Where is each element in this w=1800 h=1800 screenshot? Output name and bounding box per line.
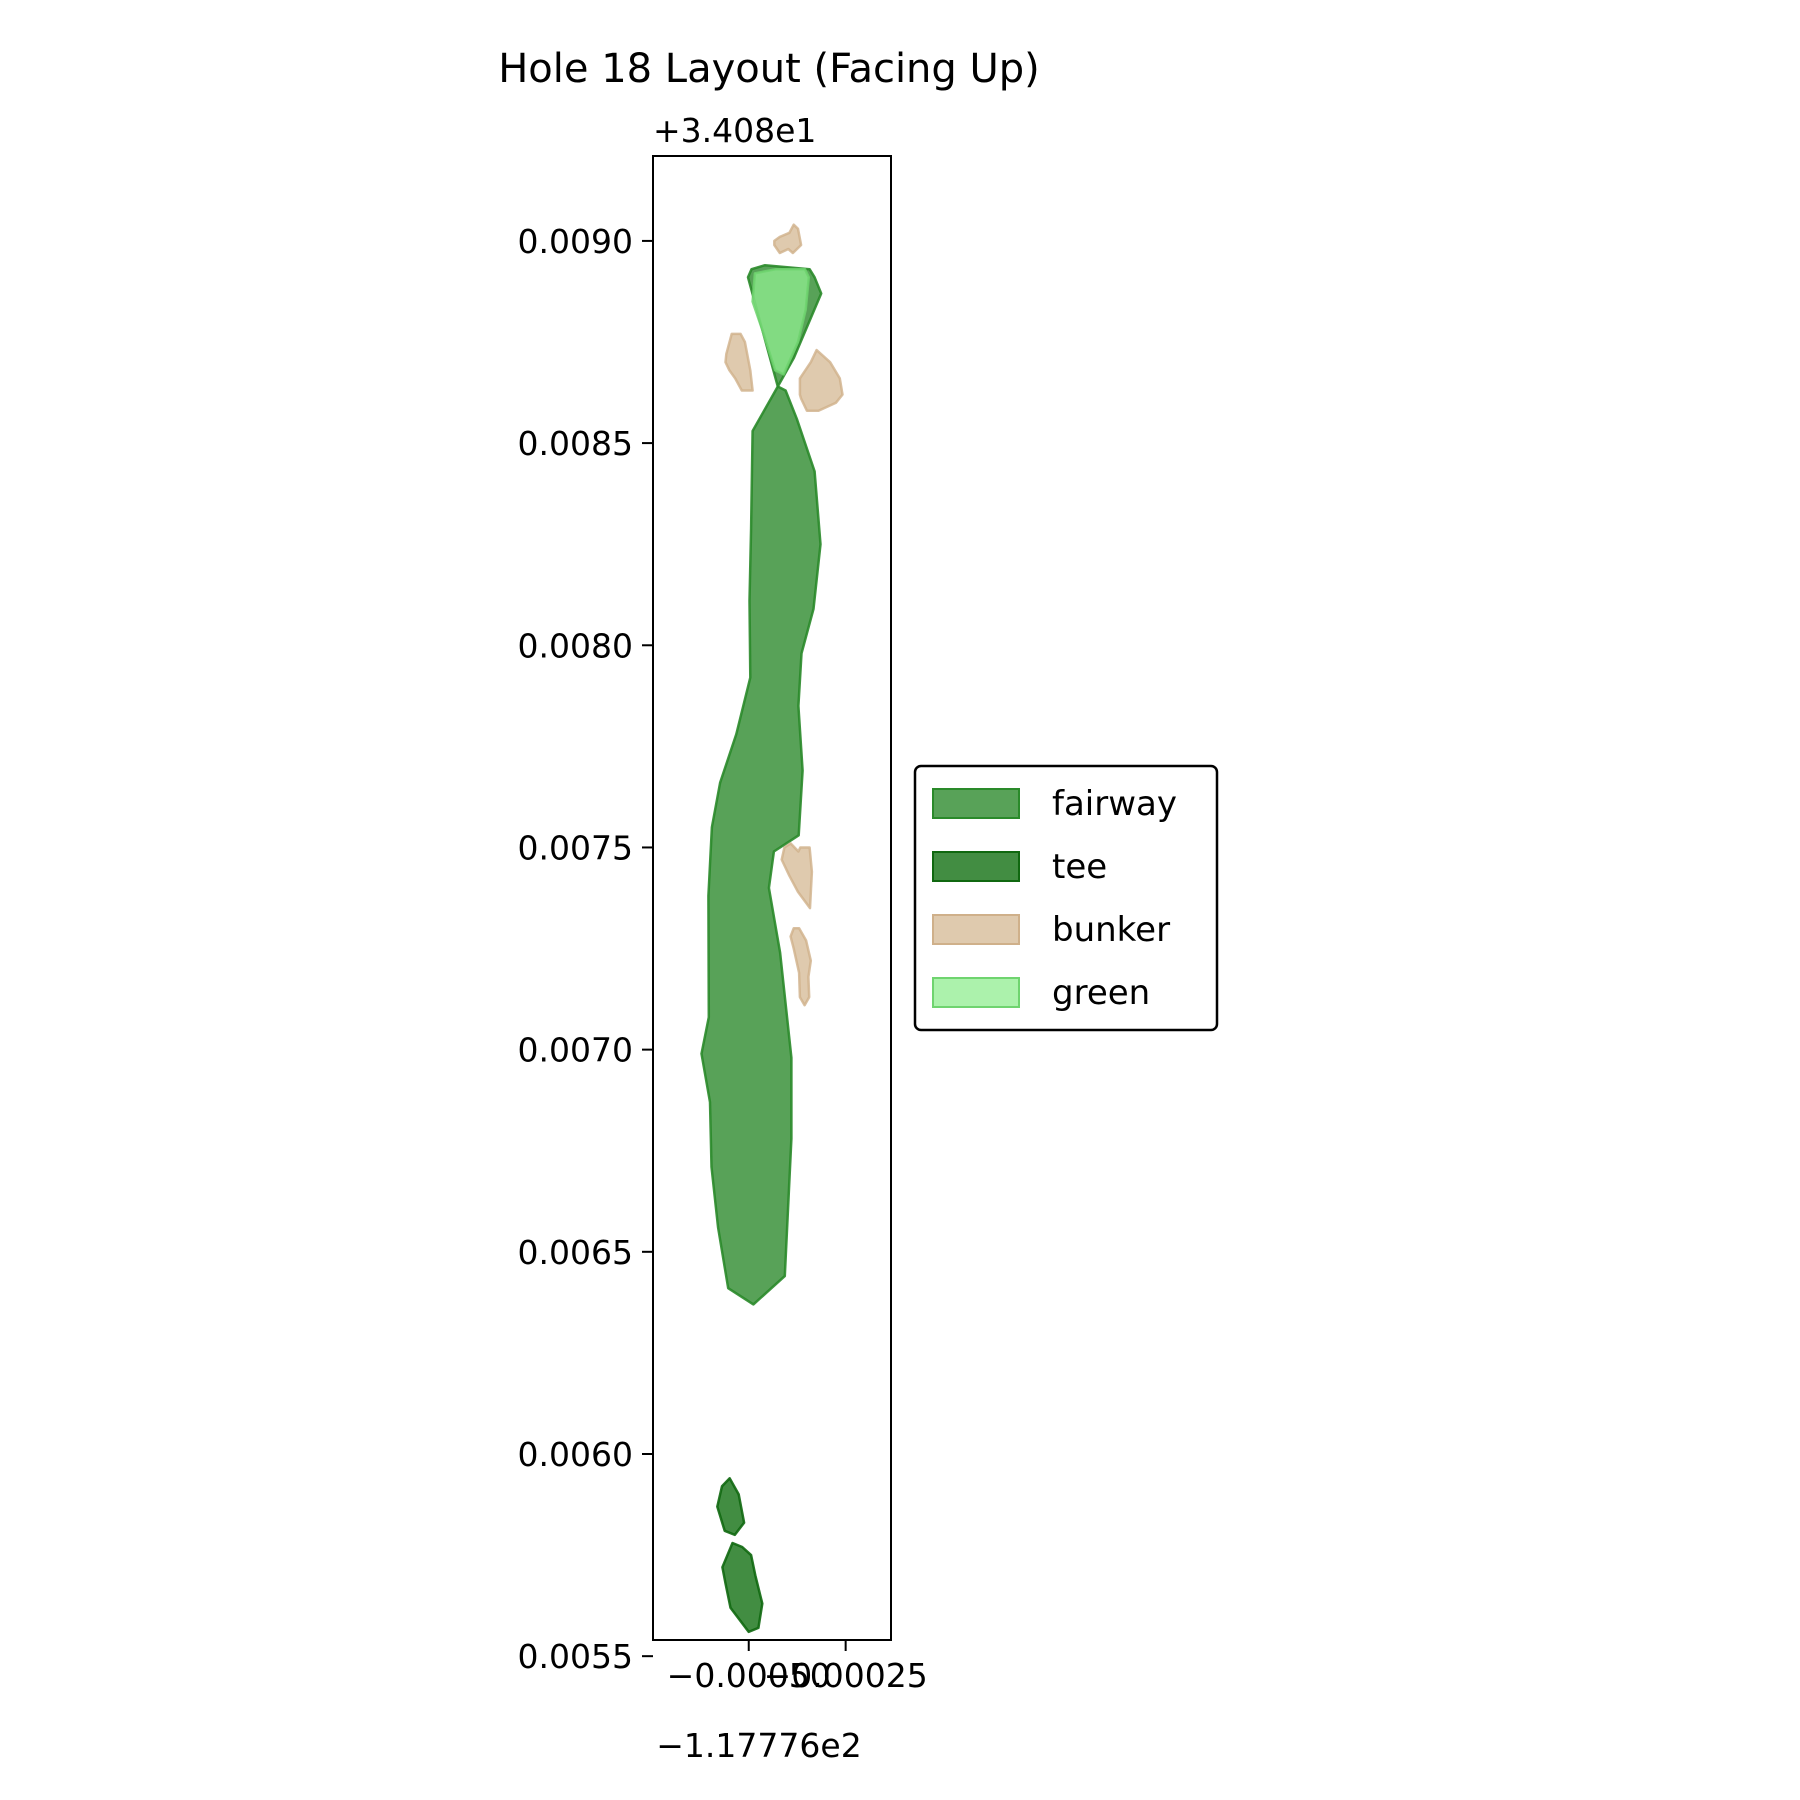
y-tick-label-6: 0.0085 (518, 424, 633, 463)
y-tick-label-3: 0.0070 (518, 1031, 633, 1070)
y-tick-label-1: 0.0060 (518, 1435, 633, 1474)
legend-frame (913, 764, 1219, 1032)
bunker-shape-4 (724, 332, 754, 392)
plot-area (652, 155, 892, 1641)
tee-shape-8 (716, 1477, 746, 1537)
legend-label-bunker: bunker (1052, 910, 1170, 950)
green-shape-2 (751, 267, 811, 376)
x-axis: −0.00050−0.00025 (667, 1640, 928, 1695)
plot-frame (652, 155, 892, 1641)
legend-items: fairway tee bunker green (932, 784, 1177, 1013)
chart-title: Hole 18 Layout (Facing Up) (498, 46, 1040, 92)
bunker-shape-6 (780, 842, 814, 910)
plot-background (653, 156, 891, 1640)
fairway-shape-0 (700, 385, 822, 1306)
legend-label-green: green (1052, 973, 1150, 1013)
legend-swatch-fairway (932, 788, 1020, 819)
tee-shape-9 (721, 1541, 764, 1634)
y-tick-label-5: 0.0080 (518, 626, 633, 665)
legend-swatch-bunker (932, 914, 1020, 945)
legend: fairway tee bunker green (913, 764, 1219, 1032)
x-axis-offset-label: −1.17776e2 (656, 1726, 861, 1765)
y-tick-label-2: 0.0065 (518, 1233, 633, 1272)
y-tick-label-4: 0.0075 (518, 828, 633, 867)
legend-label-tee: tee (1052, 847, 1107, 887)
course-shapes (700, 223, 844, 1634)
legend-swatch-tee (932, 851, 1020, 882)
y-axis-offset-label: +3.408e1 (653, 111, 816, 150)
bunker-shape-7 (789, 927, 813, 1007)
y-axis: 0.0055 0.0060 0.0065 0.0070 0.0075 0.0080 0.00… (518, 222, 653, 1676)
bunker-shape-3 (773, 223, 803, 255)
x-tick-label-1: −0.00025 (764, 1656, 928, 1695)
x-tick-label-0: −0.00050 (667, 1656, 831, 1695)
legend-label-fairway: fairway (1052, 784, 1177, 824)
legend-swatch-green (932, 977, 1020, 1008)
y-tick-label-0: 0.0055 (518, 1637, 633, 1676)
bunker-shape-5 (798, 348, 844, 412)
y-tick-label-7: 0.0090 (518, 222, 633, 261)
